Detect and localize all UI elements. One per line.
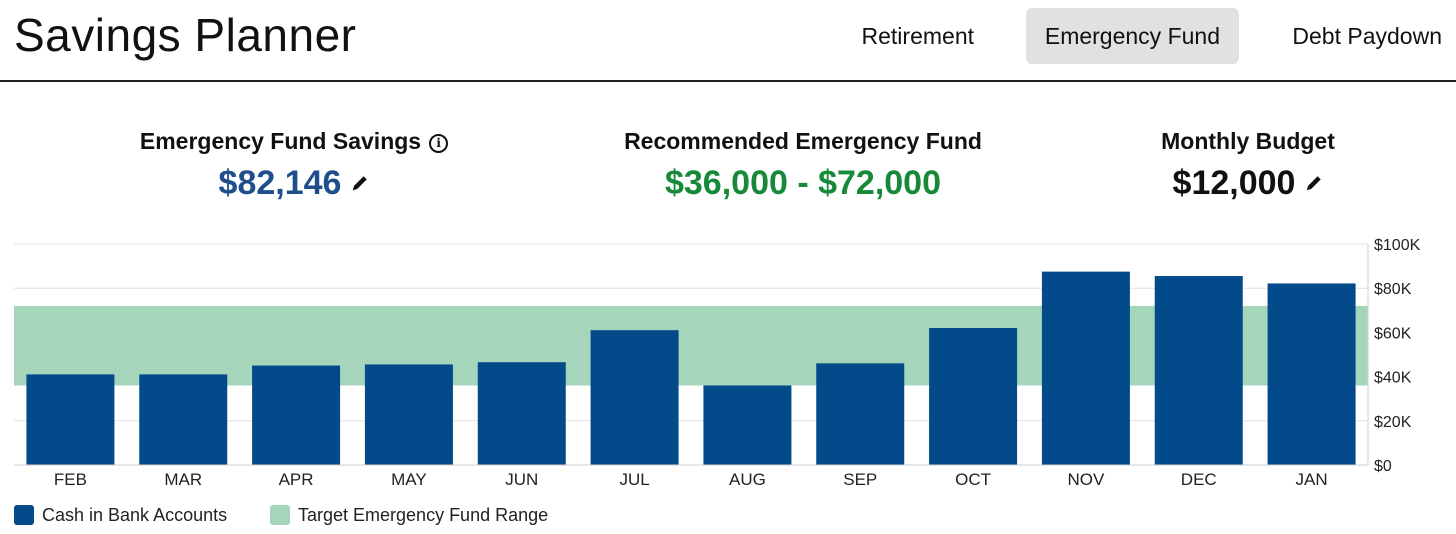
bar-aug	[703, 385, 792, 465]
tab-emergency-fund[interactable]: Emergency Fund	[1025, 8, 1239, 64]
x-tick-label: FEB	[54, 470, 87, 489]
budget-value: $12,000	[1172, 164, 1296, 202]
y-tick-label: $100K	[1374, 237, 1421, 254]
app-title: Savings Planner	[14, 9, 357, 61]
tab-retirement[interactable]: Retirement	[861, 23, 974, 49]
bar-jul	[590, 330, 679, 465]
tab-debt-paydown[interactable]: Debt Paydown	[1292, 23, 1442, 49]
legend-label-cash: Cash in Bank Accounts	[42, 505, 228, 525]
budget-stat: Monthly Budget $12,000	[1140, 124, 1356, 208]
x-tick-label: APR	[279, 470, 314, 489]
x-tick-label: MAY	[391, 470, 427, 489]
pencil-icon[interactable]	[351, 174, 369, 192]
bar-sep	[816, 363, 905, 465]
savings-value: $82,146	[218, 164, 342, 202]
pencil-icon[interactable]	[1305, 174, 1323, 192]
legend-swatch-target	[270, 505, 290, 525]
legend-item-target: Target Emergency Fund Range	[270, 503, 548, 527]
savings-label: Emergency Fund Savings	[139, 128, 422, 154]
savings-bar-chart: FEB MAR APR MAY JUN JUL AUG SEP OCT NOV DEC JAN $0 $2…	[14, 237, 1421, 489]
budget-label: Monthly Budget	[1161, 128, 1335, 154]
legend-label-target: Target Emergency Fund Range	[298, 505, 549, 525]
savings-stat: Emergency Fund Savings i $82,146	[133, 124, 455, 208]
bar-oct	[929, 327, 1018, 465]
x-tick-label: NOV	[1067, 470, 1105, 489]
x-tick-label: AUG	[729, 470, 766, 489]
legend-swatch-cash	[14, 505, 34, 525]
x-tick-label: JUL	[619, 470, 649, 489]
x-tick-label: OCT	[955, 470, 991, 489]
x-tick-label: JAN	[1296, 470, 1328, 489]
info-circle-icon[interactable]: i	[429, 134, 449, 153]
y-tick-label: $20K	[1374, 414, 1412, 431]
x-tick-label: JUN	[505, 470, 538, 489]
y-tick-label: $80K	[1374, 281, 1412, 298]
bar-may	[364, 364, 453, 465]
bar-feb	[26, 374, 115, 465]
y-tick-label: $60K	[1374, 325, 1412, 342]
x-tick-label: SEP	[843, 470, 877, 489]
bar-dec	[1154, 276, 1243, 465]
bar-jun	[477, 362, 566, 465]
legend-item-cash: Cash in Bank Accounts	[14, 503, 227, 527]
bar-apr	[252, 365, 341, 465]
x-tick-label: DEC	[1181, 470, 1217, 489]
y-tick-label: $0	[1374, 458, 1392, 475]
target-range-band	[14, 305, 1368, 386]
recommended-label: Recommended Emergency Fund	[624, 128, 982, 154]
app-header: Savings Planner Retirement Emergency Fun…	[0, 0, 1456, 82]
x-tick-label: MAR	[164, 470, 202, 489]
y-tick-label: $40K	[1374, 370, 1412, 387]
bar-nov	[1041, 271, 1130, 465]
bar-mar	[139, 374, 228, 465]
recommended-stat: Recommended Emergency Fund $36,000 - $72…	[588, 124, 1018, 208]
bar-jan	[1267, 283, 1356, 465]
recommended-value: $36,000 - $72,000	[664, 164, 942, 202]
